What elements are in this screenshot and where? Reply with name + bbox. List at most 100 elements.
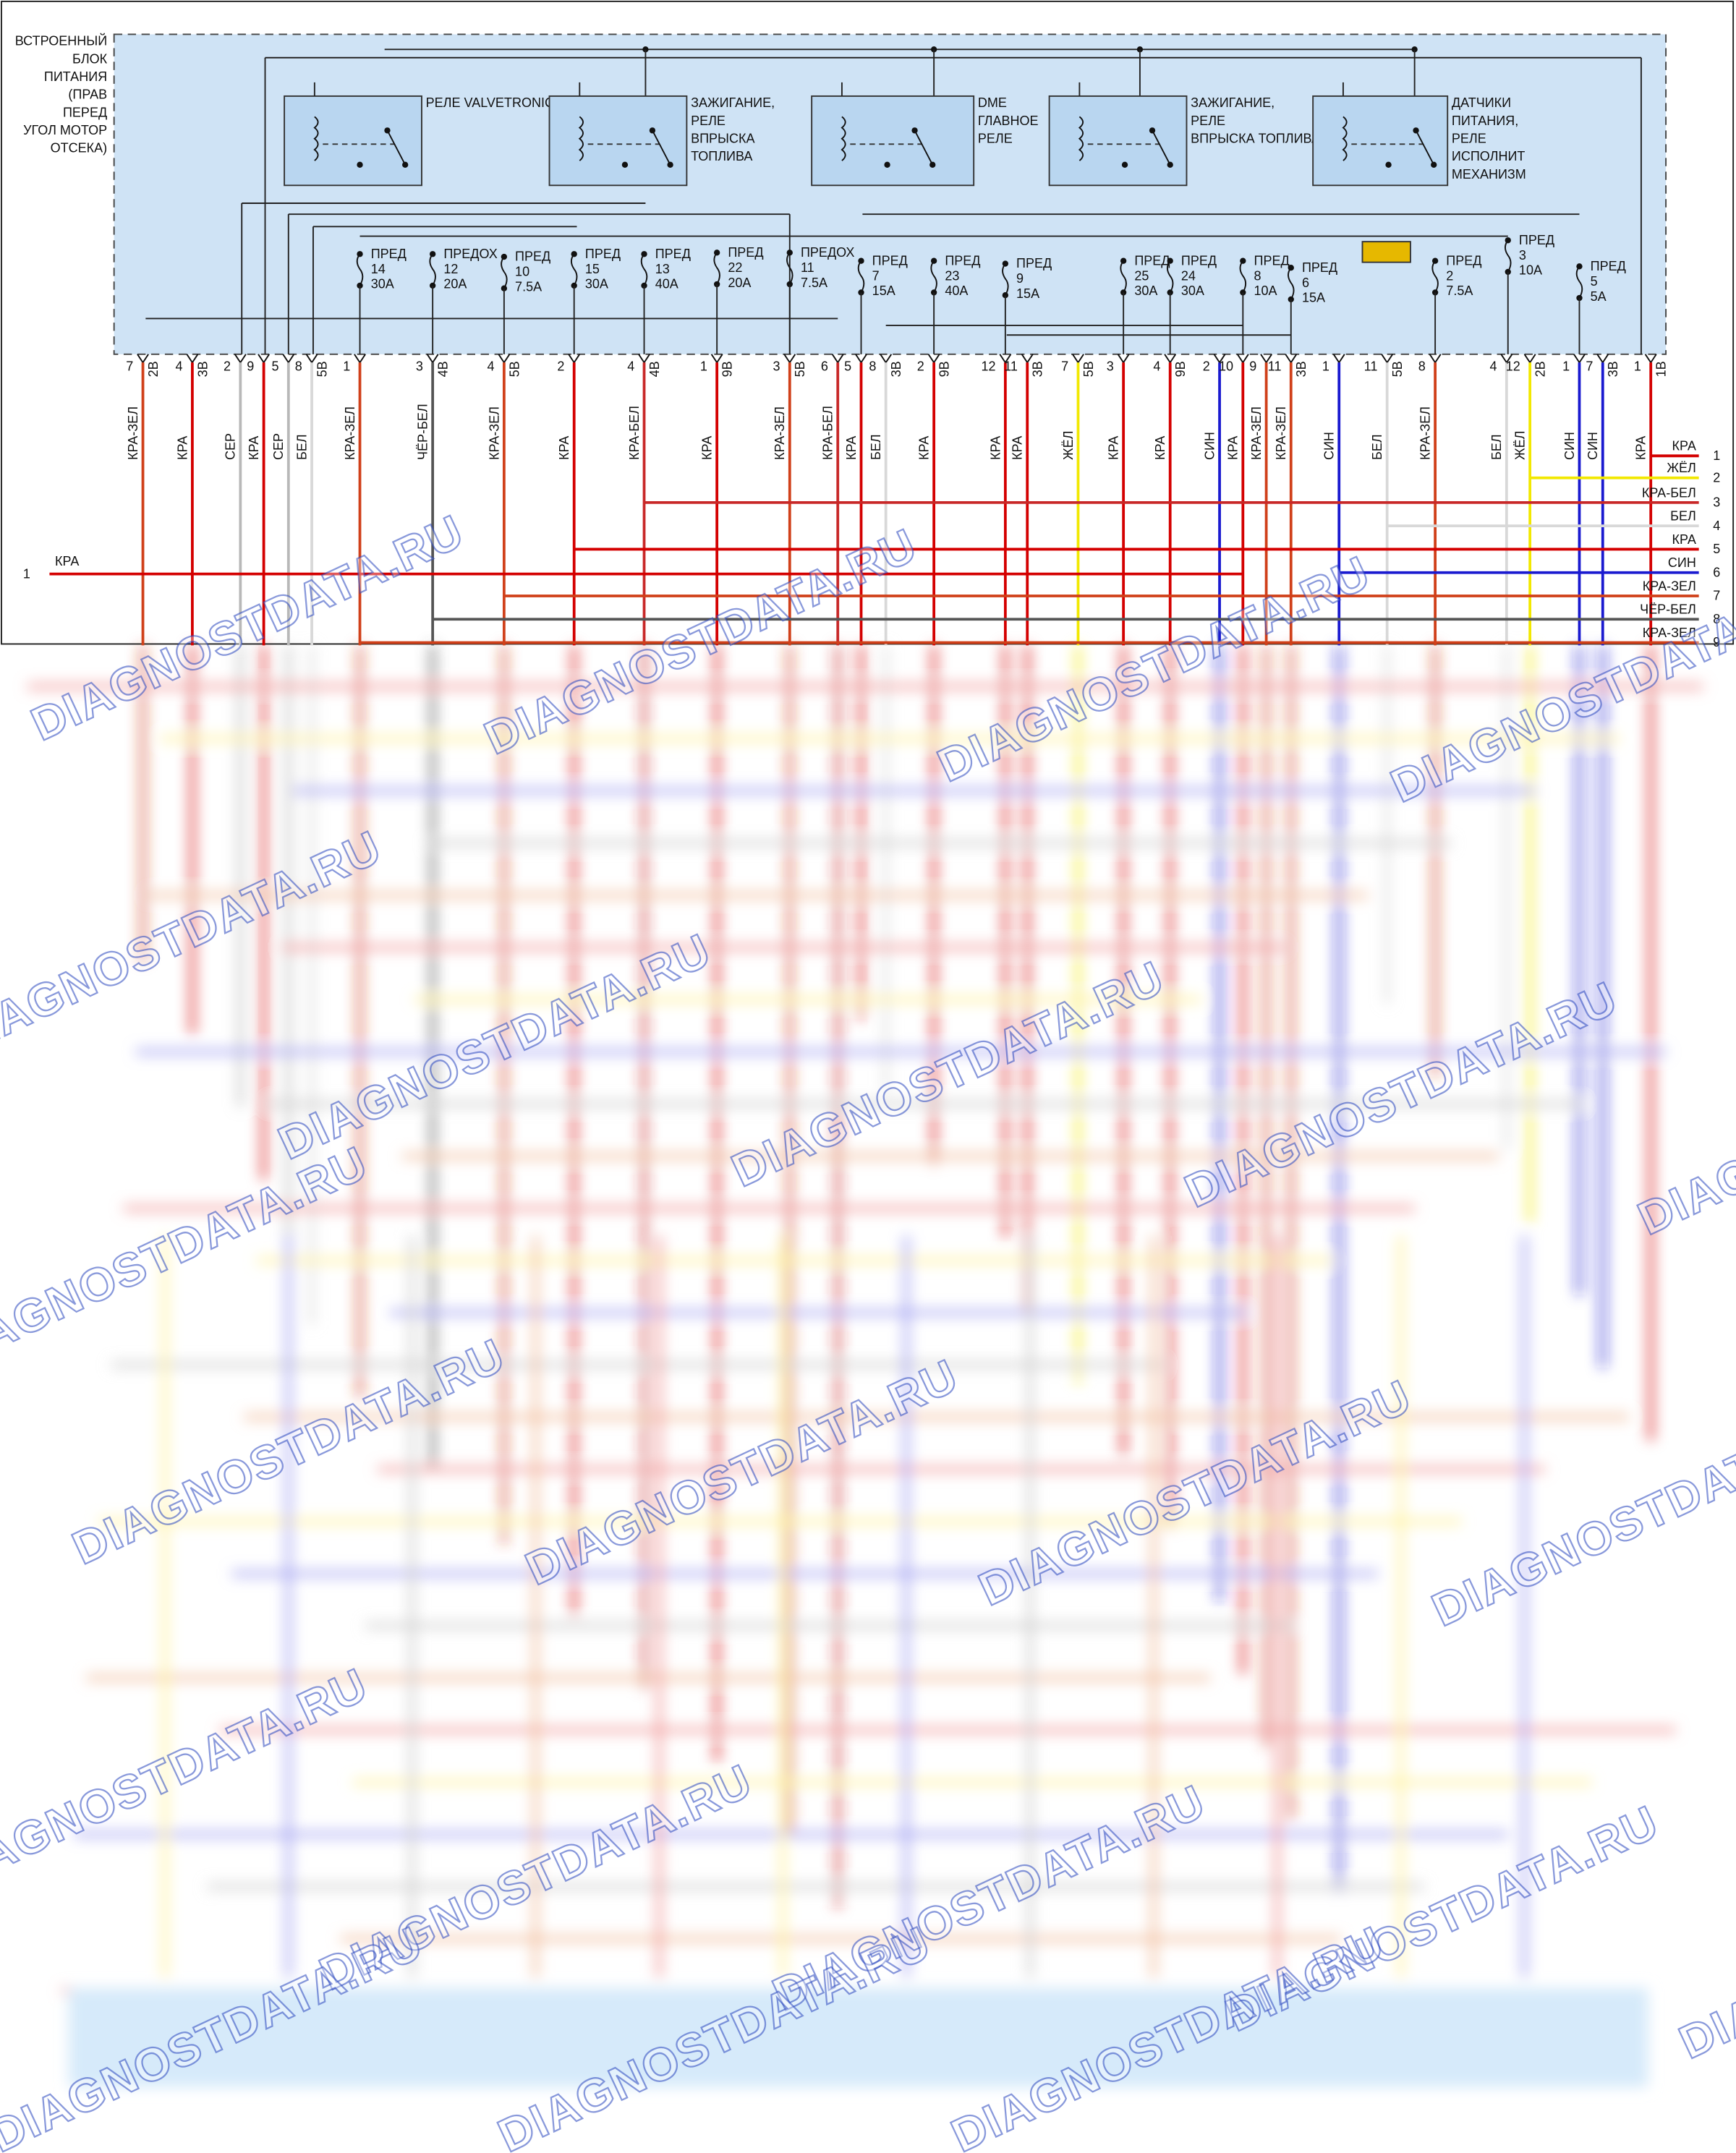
- wire-label: КРА: [1226, 436, 1241, 460]
- harness-wire: КРА-ЗЕЛ: [1643, 626, 1696, 640]
- connector-id: 3В: [1294, 361, 1309, 377]
- wire-label: СИН: [1202, 432, 1217, 460]
- relay-label: РЕЛЕ: [1452, 131, 1486, 145]
- junction: [911, 127, 918, 134]
- junction: [1149, 127, 1156, 134]
- pin-number: 12: [982, 359, 996, 374]
- junction: [884, 161, 890, 169]
- fuse-label: 5А: [1591, 289, 1607, 304]
- connector-id: 3В: [1031, 361, 1045, 377]
- fuse: [429, 253, 436, 286]
- pin-number: 1: [1634, 359, 1641, 374]
- fuse-label: 24: [1181, 268, 1196, 283]
- block-label: ВСТРОЕННЫЙ: [15, 33, 107, 48]
- fuse: [1505, 239, 1512, 273]
- wire-label: КРА-ЗЕЛ: [1249, 406, 1264, 460]
- fuse-label: ПРЕД: [728, 245, 763, 260]
- wire-label: КРА: [1634, 436, 1648, 460]
- connector-id: 3В: [889, 361, 903, 377]
- fuse-label: 20А: [443, 277, 467, 291]
- junction: [1431, 161, 1437, 169]
- fuse-label: ПРЕД: [1016, 256, 1052, 270]
- relay-switch: [1152, 129, 1171, 166]
- pin-number: 11: [1004, 359, 1018, 374]
- harness-wire: КРА-БЕЛ: [1642, 485, 1696, 500]
- wire-label: КРА: [1010, 436, 1025, 460]
- fuse: [713, 252, 720, 285]
- connector-id: 5В: [1390, 361, 1405, 377]
- fuse-label: ПРЕД: [1134, 253, 1170, 268]
- fuse-label: ПРЕД: [515, 250, 550, 264]
- input-wire: КРА: [55, 554, 79, 568]
- harness-wire: КРА: [1672, 532, 1696, 547]
- wire-label: КРА: [988, 436, 1003, 460]
- wire-label: КРА-ЗЕЛ: [1418, 406, 1433, 460]
- wire-label: КРА-БЕЛ: [627, 406, 642, 460]
- pin-number: 4: [488, 359, 495, 374]
- fuse-label: 9: [1016, 271, 1024, 286]
- relay-label: ЗАЖИГАНИЕ,: [1191, 95, 1275, 110]
- fuse-label: 11: [801, 260, 814, 275]
- wire-label: КРА: [1107, 436, 1121, 460]
- fuse-label: 14: [371, 262, 386, 276]
- pin-number: 1: [700, 359, 707, 374]
- junction: [1121, 161, 1128, 169]
- junction: [357, 161, 363, 169]
- wire-label: КРА-ЗЕЛ: [487, 406, 501, 460]
- relay-label: РЕЛЕ: [978, 131, 1013, 145]
- block-label: ПИТАНИЯ: [44, 69, 107, 84]
- fuse-label: ПРЕД: [1591, 259, 1626, 273]
- relay: [548, 95, 688, 187]
- pin-number: 2: [1203, 359, 1210, 374]
- harness-number: 5: [1713, 542, 1720, 556]
- fuse-label: 22: [728, 260, 742, 275]
- harness-number: 1: [1713, 448, 1720, 463]
- junction: [929, 161, 936, 169]
- fuse-label: ПРЕД: [585, 247, 621, 261]
- fuse: [930, 260, 937, 293]
- fuse-label: 30А: [371, 277, 394, 291]
- relay: [1048, 95, 1188, 187]
- relay-label: ИСПОЛНИТ: [1452, 149, 1526, 163]
- fuse-label: ПРЕД: [945, 253, 980, 268]
- harness-number: 6: [1713, 565, 1720, 579]
- fuse-label: ПРЕДОХ: [443, 247, 497, 261]
- pin-number: 7: [126, 359, 133, 374]
- fuse-label: 15А: [1016, 286, 1039, 301]
- connector-id: 3В: [195, 361, 210, 377]
- input-number: 1: [23, 566, 30, 581]
- pin-number: 1: [1562, 359, 1570, 374]
- fuse-label: ПРЕДОХ: [801, 245, 854, 260]
- harness-number: 9: [1713, 635, 1720, 649]
- fuse-label: 25: [1134, 268, 1149, 283]
- junction: [384, 127, 391, 134]
- pin-number: 1: [343, 359, 350, 374]
- fuse: [1166, 260, 1174, 293]
- pin-number: 12: [1506, 359, 1520, 374]
- blurred-area: [27, 645, 1703, 2087]
- harness-number: 4: [1713, 519, 1720, 533]
- pin-number: 3: [1107, 359, 1114, 374]
- pin-number: 2: [917, 359, 924, 374]
- wire-label: СИН: [1586, 432, 1600, 460]
- pin-number: 3: [416, 359, 423, 374]
- pin-number: 2: [557, 359, 564, 374]
- fuse-label: 7: [872, 268, 880, 283]
- pin-number: 7: [1586, 359, 1593, 374]
- connector-id: 2В: [146, 361, 161, 377]
- pin-number: 7: [1061, 359, 1068, 374]
- fuse-label: 12: [443, 262, 458, 276]
- wire-label: КРА: [175, 436, 190, 460]
- relay-label: ЗАЖИГАНИЕ,: [691, 95, 775, 110]
- fuse-label: 40А: [945, 283, 968, 298]
- power-block: [113, 33, 1667, 355]
- fuse: [1575, 265, 1583, 299]
- fuse-label: 7.5А: [1446, 283, 1473, 298]
- wire-label: СИН: [1562, 432, 1577, 460]
- pin-number: 8: [869, 359, 876, 374]
- wire-label: СЕР: [271, 433, 286, 460]
- wire-label: КРА-БЕЛ: [821, 406, 835, 460]
- pin-number: 8: [1418, 359, 1426, 374]
- fuse-label: 15: [585, 262, 600, 276]
- junction: [401, 161, 409, 169]
